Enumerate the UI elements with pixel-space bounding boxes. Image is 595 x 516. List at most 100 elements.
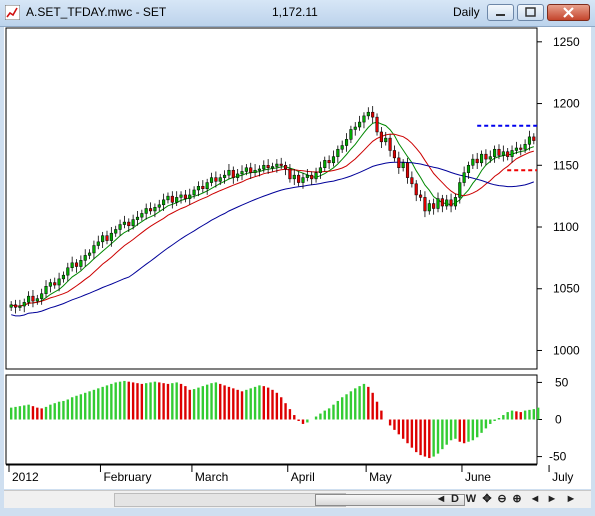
candle-body[interactable] <box>397 157 401 169</box>
candle-body[interactable] <box>318 167 322 173</box>
candle-body[interactable] <box>162 199 166 206</box>
candle-body[interactable] <box>362 115 366 123</box>
candle-body[interactable] <box>305 174 309 178</box>
candle-body[interactable] <box>236 173 240 178</box>
candle-body[interactable] <box>27 295 31 303</box>
candle-body[interactable] <box>523 144 527 150</box>
candle-body[interactable] <box>475 158 479 164</box>
candle-body[interactable] <box>218 177 222 182</box>
candle-body[interactable] <box>179 194 183 198</box>
candle-body[interactable] <box>288 168 292 180</box>
candle-body[interactable] <box>144 208 148 214</box>
candle-body[interactable] <box>170 195 174 203</box>
candle-body[interactable] <box>231 169 235 178</box>
candle-body[interactable] <box>44 286 48 294</box>
candle-body[interactable] <box>358 121 362 128</box>
candle-body[interactable] <box>301 177 305 183</box>
candle-body[interactable] <box>74 262 79 267</box>
candle-body[interactable] <box>275 163 279 167</box>
candle-body[interactable] <box>140 213 144 218</box>
candle-body[interactable] <box>379 131 383 143</box>
candle-body[interactable] <box>458 182 462 198</box>
candle-body[interactable] <box>188 194 192 199</box>
candle-body[interactable] <box>83 255 87 261</box>
candle-body[interactable] <box>484 153 488 160</box>
scroll-end-button[interactable]: ► <box>546 493 558 505</box>
candle-body[interactable] <box>519 147 523 150</box>
candle-body[interactable] <box>105 235 109 241</box>
candle-body[interactable] <box>410 177 414 185</box>
candle-body[interactable] <box>70 262 74 269</box>
candle-body[interactable] <box>432 203 436 209</box>
candle-body[interactable] <box>284 165 288 170</box>
candle-body[interactable] <box>262 165 266 170</box>
candle-body[interactable] <box>227 169 231 176</box>
candle-body[interactable] <box>183 194 187 199</box>
candle-body[interactable] <box>514 147 518 151</box>
candle-body[interactable] <box>40 293 44 299</box>
scroll-thumb[interactable] <box>315 494 465 506</box>
candle-body[interactable] <box>310 174 314 180</box>
candle-body[interactable] <box>436 198 440 209</box>
candle-body[interactable] <box>480 153 484 164</box>
candle-body[interactable] <box>196 186 201 191</box>
zoom-out-button[interactable]: ⊖ <box>497 493 507 505</box>
chart-scrollbar[interactable]: ◄ D W ✥ ⊖ ⊕ ◄ ► ► <box>4 490 591 508</box>
candle-body[interactable] <box>292 174 296 180</box>
candle-body[interactable] <box>497 148 501 156</box>
scroll-end2-button[interactable]: ► <box>565 493 577 505</box>
candle-body[interactable] <box>466 165 471 173</box>
candle-body[interactable] <box>66 267 70 276</box>
candle-body[interactable] <box>114 229 118 234</box>
candle-body[interactable] <box>48 282 52 287</box>
candle-body[interactable] <box>501 151 505 156</box>
chart-canvas[interactable]: 1000 1050 1100 1150 1200 1250 50 0 -50 2012 Februa… <box>4 27 591 489</box>
weekly-button[interactable]: W <box>465 493 477 505</box>
candle-body[interactable] <box>401 162 405 169</box>
candle-body[interactable] <box>53 282 57 286</box>
candle-body[interactable] <box>223 174 227 178</box>
candle-body[interactable] <box>327 160 331 164</box>
candle-body[interactable] <box>440 198 444 207</box>
candle-body[interactable] <box>109 232 113 241</box>
candle-body[interactable] <box>427 203 431 212</box>
candle-body[interactable] <box>13 304 18 308</box>
candle-body[interactable] <box>493 148 497 157</box>
scroll-start-button[interactable]: ◄ <box>529 493 541 505</box>
candle-body[interactable] <box>532 136 536 141</box>
candle-body[interactable] <box>127 221 131 227</box>
candle-body[interactable] <box>270 166 275 169</box>
candle-body[interactable] <box>57 278 61 286</box>
candle-body[interactable] <box>527 136 532 145</box>
candle-body[interactable] <box>323 160 327 169</box>
candle-body[interactable] <box>205 182 209 189</box>
candle-body[interactable] <box>506 151 510 157</box>
candle-body[interactable] <box>253 169 257 173</box>
candle-body[interactable] <box>96 241 100 246</box>
candle-body[interactable] <box>279 163 283 166</box>
candle-body[interactable] <box>388 137 392 151</box>
candle-body[interactable] <box>135 216 140 220</box>
candle-body[interactable] <box>331 156 336 164</box>
candle-body[interactable] <box>297 174 301 183</box>
zoom-in-button[interactable]: ⊕ <box>512 493 522 505</box>
candle-body[interactable] <box>266 165 270 169</box>
candle-body[interactable] <box>353 126 357 130</box>
candle-body[interactable] <box>18 305 22 308</box>
candle-body[interactable] <box>510 150 514 157</box>
candle-body[interactable] <box>122 221 126 225</box>
candle-body[interactable] <box>61 274 65 280</box>
candle-body[interactable] <box>88 252 92 256</box>
scroll-left-button[interactable]: ◄ <box>435 493 447 505</box>
minimize-button[interactable] <box>487 4 514 21</box>
candle-body[interactable] <box>214 177 218 182</box>
candle-body[interactable] <box>9 304 13 308</box>
candle-body[interactable] <box>209 177 214 183</box>
candle-body[interactable] <box>392 150 397 159</box>
candle-body[interactable] <box>344 139 349 146</box>
candle-body[interactable] <box>257 168 261 171</box>
close-button[interactable] <box>547 4 590 21</box>
candle-body[interactable] <box>92 245 96 254</box>
candle-body[interactable] <box>118 224 122 230</box>
crosshair-button[interactable]: ✥ <box>482 493 492 505</box>
